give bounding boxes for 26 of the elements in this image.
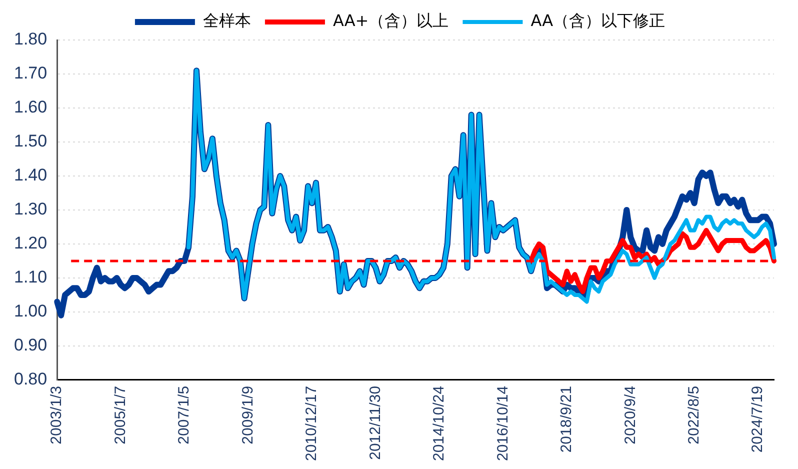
x-tick-label: 2014/10/24 xyxy=(430,386,448,462)
y-tick-label: 1.50 xyxy=(14,132,48,151)
y-tick-label: 1.70 xyxy=(14,64,48,83)
x-tick-label: 2016/10/14 xyxy=(494,386,512,462)
y-tick-label: 1.60 xyxy=(14,98,48,117)
x-tick-label: 2022/8/5 xyxy=(685,386,702,444)
y-tick-label: 0.90 xyxy=(14,336,48,355)
y-tick-label: 1.80 xyxy=(14,30,48,49)
legend-label: 全样本 xyxy=(202,11,251,30)
x-tick-label: 2018/9/21 xyxy=(558,386,576,453)
x-tick-label: 2005/1/7 xyxy=(112,386,129,444)
x-tick-label: 2010/12/17 xyxy=(303,386,320,462)
y-tick-label: 1.40 xyxy=(14,166,48,185)
legend-label: AA（含）以下修正 xyxy=(530,11,666,30)
y-tick-label: 1.20 xyxy=(14,234,48,253)
y-tick-label: 1.30 xyxy=(14,200,48,219)
x-tick-label: 2009/1/9 xyxy=(239,386,256,444)
x-tick-label: 2003/1/3 xyxy=(48,386,66,444)
legend-label: AA+（含）以上 xyxy=(332,11,449,30)
x-tick-label: 2020/9/4 xyxy=(622,386,639,444)
x-tick-label: 2012/11/30 xyxy=(366,386,384,460)
y-tick-label: 0.80 xyxy=(14,370,48,389)
x-tick-label: 2007/1/5 xyxy=(176,386,193,444)
y-tick-label: 1.00 xyxy=(14,302,48,321)
y-tick-label: 1.10 xyxy=(14,268,48,287)
x-tick-label: 2024/7/19 xyxy=(749,386,766,453)
